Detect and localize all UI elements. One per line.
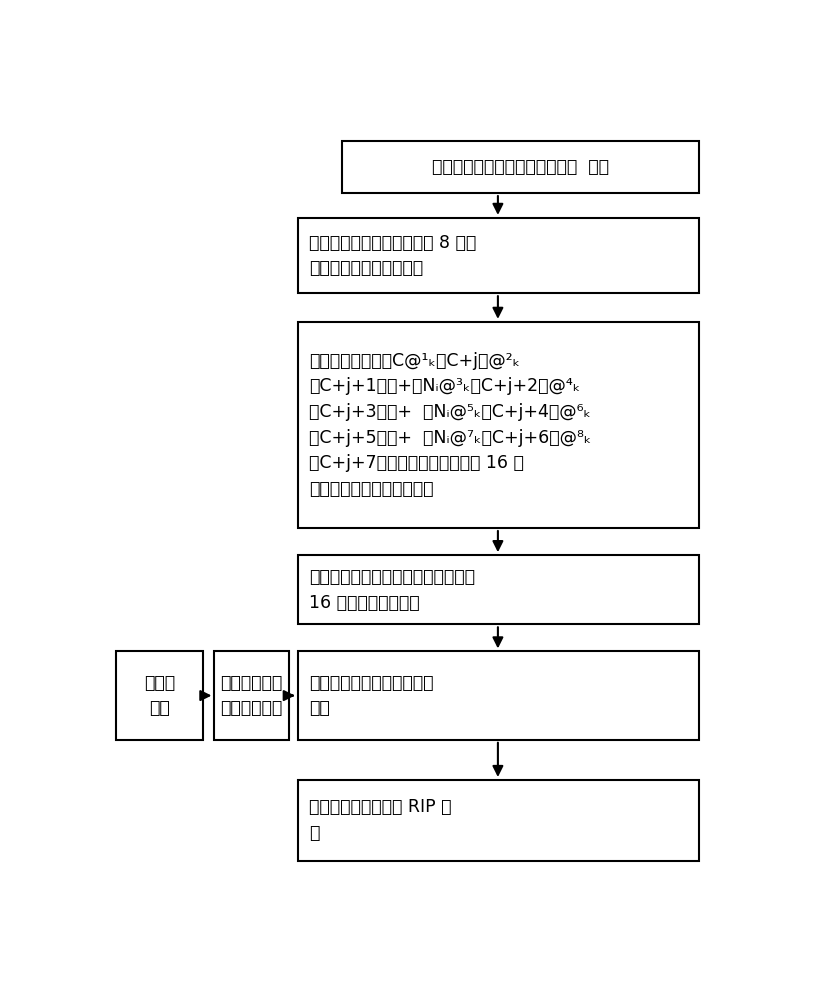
FancyBboxPatch shape [297, 218, 698, 293]
FancyBboxPatch shape [342, 141, 698, 193]
Text: 图像栏格化处
理、混合加网: 图像栏格化处 理、混合加网 [220, 674, 283, 717]
Text: 原始防伪信息（图像、文字、商  标）: 原始防伪信息（图像、文字、商 标） [432, 158, 609, 176]
Text: 连续调
图像: 连续调 图像 [143, 674, 175, 717]
FancyBboxPatch shape [214, 651, 289, 740]
FancyBboxPatch shape [297, 322, 698, 528]
Text: 防伪信息数字化处理，生成 8 位一
组的二进制防伪信息表。: 防伪信息数字化处理，生成 8 位一 组的二进制防伪信息表。 [309, 234, 476, 277]
Text: 输出嵌入防伪信息的 RIP 文
件: 输出嵌入防伪信息的 RIP 文 件 [309, 798, 452, 842]
FancyBboxPatch shape [116, 651, 203, 740]
FancyBboxPatch shape [297, 651, 698, 740]
Text: 循环查表法调制调幅网点的
形状: 循环查表法调制调幅网点的 形状 [309, 674, 434, 717]
Text: 通过位扩展和［（C@¹ₖ（C+j）@²ₖ
（C+j+1））+（Nᵢ@³ₖ（C+j+2）@⁴ₖ
（C+j+3））+  （Nᵢ@⁵ₖ（C+j+4）@⁶ₖ
（C+j+: 通过位扩展和［（C@¹ₖ（C+j）@²ₖ （C+j+1））+（Nᵢ@³ₖ（C+j… [309, 352, 592, 498]
FancyBboxPatch shape [297, 780, 698, 861]
FancyBboxPatch shape [297, 555, 698, 624]
Text: 二进制加密防伪信息信道编码，生成
16 位二进制调制信号: 二进制加密防伪信息信道编码，生成 16 位二进制调制信号 [309, 568, 475, 612]
